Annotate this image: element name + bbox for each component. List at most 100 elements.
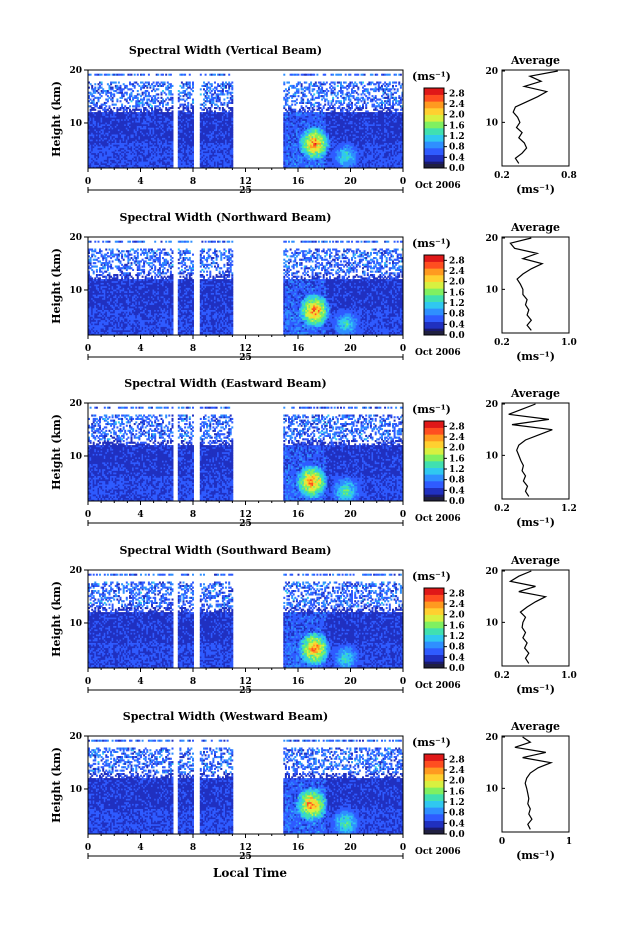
heatmap-cell xyxy=(163,113,166,116)
heatmap-cell xyxy=(97,154,100,157)
heatmap-cell xyxy=(129,140,131,143)
heatmap-cell xyxy=(111,161,114,164)
heatmap-cell xyxy=(319,120,322,123)
heatmap-cell xyxy=(177,100,180,103)
heatmap-cell xyxy=(303,157,306,160)
heatmap-cell xyxy=(299,115,301,118)
heatmap-cell xyxy=(166,152,169,155)
heatmap-cell xyxy=(182,118,185,121)
heatmap-cell xyxy=(155,162,158,165)
heatmap-cell xyxy=(295,140,298,143)
heatmap-cell xyxy=(187,144,190,147)
heatmap-cell xyxy=(162,142,164,145)
heatmap-cell xyxy=(324,103,327,106)
heatmap-cell xyxy=(209,120,212,123)
heatmap-cell xyxy=(325,93,328,96)
heatmap-cell xyxy=(209,112,212,115)
heatmap-cell xyxy=(210,166,213,169)
heatmap-cell xyxy=(294,103,297,106)
heatmap-cell xyxy=(140,144,142,147)
heatmap-cell xyxy=(209,86,212,89)
heatmap-cell xyxy=(215,140,218,143)
heatmap-cell xyxy=(207,156,210,159)
heatmap-cell xyxy=(283,140,286,143)
heatmap-cell xyxy=(188,96,191,99)
heatmap-cell xyxy=(92,161,95,164)
heatmap-cell xyxy=(217,90,220,93)
heatmap-cell xyxy=(288,132,290,135)
heatmap-cell xyxy=(206,84,209,87)
heatmap-cell xyxy=(214,135,216,138)
heatmap-cell xyxy=(306,134,309,137)
heatmap-cell xyxy=(210,125,213,128)
heatmap-cell xyxy=(187,86,190,89)
heatmap-cell xyxy=(124,84,127,87)
heatmap-cell xyxy=(160,101,163,104)
heatmap-cell xyxy=(111,113,114,116)
heatmap-cell xyxy=(215,113,218,116)
heatmap-cell xyxy=(92,139,95,142)
heatmap-cell xyxy=(335,135,338,138)
heatmap-cell xyxy=(340,123,342,126)
heatmap-cell xyxy=(204,137,207,140)
heatmap-cell xyxy=(169,117,172,120)
heatmap-cell xyxy=(291,120,294,123)
heatmap-cell xyxy=(223,84,226,87)
heatmap-cell xyxy=(209,156,212,159)
heatmap-cell xyxy=(327,161,330,164)
heatmap-cell xyxy=(231,166,234,169)
heatmap-cell xyxy=(308,91,311,94)
heatmap-cell xyxy=(155,156,158,159)
heatmap-cell xyxy=(295,91,298,94)
heatmap-cell xyxy=(190,137,193,140)
heatmap-cell xyxy=(188,112,191,115)
heatmap-cell xyxy=(133,157,136,160)
heatmap-cell xyxy=(283,134,286,137)
heatmap-cell xyxy=(283,115,286,118)
heatmap-cell xyxy=(313,146,316,149)
heatmap-cell xyxy=(103,90,106,93)
heatmap-cell xyxy=(313,134,316,137)
heatmap-cell xyxy=(144,122,147,125)
heatmap-cell xyxy=(184,132,187,135)
heatmap-cell xyxy=(329,134,331,137)
heatmap-cell xyxy=(283,118,286,121)
heatmap-cell xyxy=(300,144,303,147)
heatmap-cell xyxy=(113,147,116,150)
heatmap-cell xyxy=(289,137,292,140)
heatmap-cell xyxy=(171,123,174,126)
heatmap-cell xyxy=(203,115,205,118)
heatmap-cell xyxy=(157,159,160,162)
heatmap-cell xyxy=(88,100,90,103)
heatmap-cell xyxy=(122,144,125,147)
heatmap-cell xyxy=(203,139,205,142)
heatmap-cell xyxy=(311,164,314,167)
heatmap-cell xyxy=(91,132,94,135)
heatmap-cell xyxy=(340,149,342,152)
heatmap-cell xyxy=(305,132,308,135)
heatmap-cell xyxy=(223,117,226,120)
heatmap-cell xyxy=(319,88,322,91)
heatmap-cell xyxy=(147,139,150,142)
heatmap-cell xyxy=(212,162,215,165)
heatmap-cell xyxy=(220,118,223,121)
heatmap-cell xyxy=(133,115,136,118)
heatmap-cell xyxy=(122,123,125,126)
heatmap-cell xyxy=(151,129,153,132)
heatmap-cell xyxy=(303,95,306,98)
heatmap-cell xyxy=(147,154,150,157)
heatmap-cell xyxy=(333,164,336,167)
heatmap-cell xyxy=(215,98,218,101)
heatmap-cell xyxy=(289,151,292,154)
heatmap-cell xyxy=(146,152,149,155)
heatmap-cell xyxy=(333,125,336,128)
heatmap-cell xyxy=(160,164,163,167)
heatmap-cell xyxy=(226,129,229,132)
heatmap-cell xyxy=(146,135,149,138)
heatmap-cell xyxy=(144,115,147,118)
heatmap-cell xyxy=(158,157,161,160)
heatmap-cell xyxy=(129,113,131,116)
heatmap-cell xyxy=(308,166,311,169)
heatmap-cell xyxy=(210,112,213,115)
heatmap-cell xyxy=(130,135,133,138)
